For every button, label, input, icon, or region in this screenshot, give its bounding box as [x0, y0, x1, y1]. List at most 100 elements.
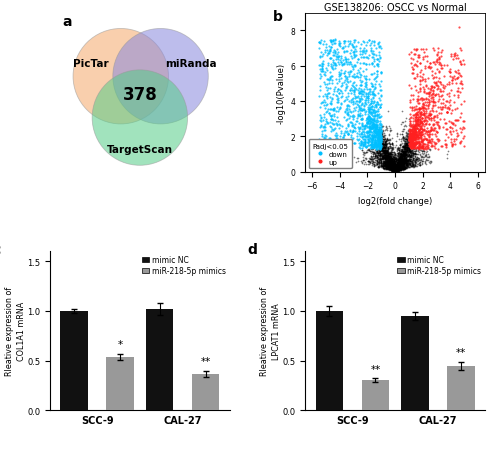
Point	[419, 101, 427, 109]
Point	[388, 160, 396, 167]
Point	[352, 118, 360, 125]
Point	[373, 119, 381, 126]
Point	[402, 161, 410, 169]
Point	[356, 97, 364, 105]
Point	[416, 161, 424, 168]
Point	[419, 147, 427, 155]
Point	[377, 162, 385, 169]
Point	[372, 153, 380, 161]
Point	[339, 134, 347, 141]
Point	[392, 158, 400, 165]
Point	[354, 103, 362, 110]
Point	[379, 136, 387, 143]
Point	[330, 41, 338, 48]
Point	[374, 159, 382, 166]
Point	[380, 147, 388, 154]
Point	[381, 156, 389, 163]
Point	[335, 106, 343, 113]
Point	[412, 120, 420, 128]
Point	[401, 151, 409, 158]
Point	[428, 136, 436, 143]
Point	[386, 155, 394, 162]
Point	[374, 150, 382, 157]
Point	[394, 147, 402, 154]
Point	[400, 157, 407, 164]
Point	[390, 164, 398, 171]
Point	[366, 101, 374, 109]
Point	[361, 159, 369, 166]
Point	[398, 156, 406, 163]
Point	[421, 121, 429, 129]
Point	[386, 158, 394, 166]
Point	[400, 149, 408, 156]
Point	[392, 163, 400, 170]
Point	[399, 167, 407, 174]
Point	[355, 125, 363, 132]
Point	[410, 133, 418, 141]
Point	[368, 80, 376, 87]
Point	[394, 160, 402, 167]
Point	[330, 47, 338, 55]
Point	[404, 157, 412, 165]
Point	[411, 121, 419, 129]
Point	[379, 161, 387, 169]
Point	[412, 141, 420, 148]
Point	[438, 92, 446, 99]
Point	[397, 155, 405, 162]
Point	[452, 55, 460, 63]
Point	[348, 123, 356, 130]
Point	[412, 132, 420, 139]
Point	[403, 134, 411, 142]
Point	[380, 144, 388, 152]
Point	[376, 138, 384, 146]
Point	[386, 163, 394, 170]
Point	[412, 71, 420, 78]
Point	[384, 149, 392, 156]
Point	[390, 166, 398, 174]
Point	[398, 163, 406, 170]
Point	[360, 136, 368, 143]
Point	[383, 137, 391, 144]
Point	[417, 133, 425, 140]
Point	[374, 157, 382, 164]
Point	[374, 158, 382, 166]
Point	[400, 158, 407, 165]
Point	[396, 163, 404, 170]
Point	[407, 136, 415, 143]
Point	[384, 154, 392, 161]
Point	[400, 123, 407, 130]
Point	[443, 81, 451, 88]
Point	[404, 153, 411, 161]
Point	[362, 92, 370, 99]
Point	[379, 162, 387, 170]
Point	[397, 163, 405, 170]
Point	[372, 157, 380, 164]
Point	[404, 153, 412, 161]
Point	[409, 140, 417, 147]
Point	[392, 168, 400, 175]
Point	[362, 116, 370, 124]
Point	[415, 140, 423, 147]
Point	[360, 152, 368, 159]
Point	[384, 156, 392, 163]
Point	[398, 148, 406, 156]
Point	[376, 161, 384, 168]
Point	[398, 152, 406, 160]
Point	[332, 130, 340, 138]
Point	[394, 161, 402, 169]
Point	[358, 131, 366, 138]
Point	[392, 165, 400, 172]
Point	[372, 143, 380, 150]
Point	[383, 148, 391, 156]
Point	[375, 159, 383, 166]
Point	[384, 166, 392, 173]
Point	[415, 134, 423, 141]
Point	[454, 92, 462, 99]
Point	[399, 160, 407, 167]
Point	[410, 125, 418, 132]
Point	[378, 129, 386, 137]
Point	[375, 129, 383, 137]
Point	[370, 104, 378, 111]
Point	[363, 115, 371, 122]
Point	[414, 158, 422, 166]
